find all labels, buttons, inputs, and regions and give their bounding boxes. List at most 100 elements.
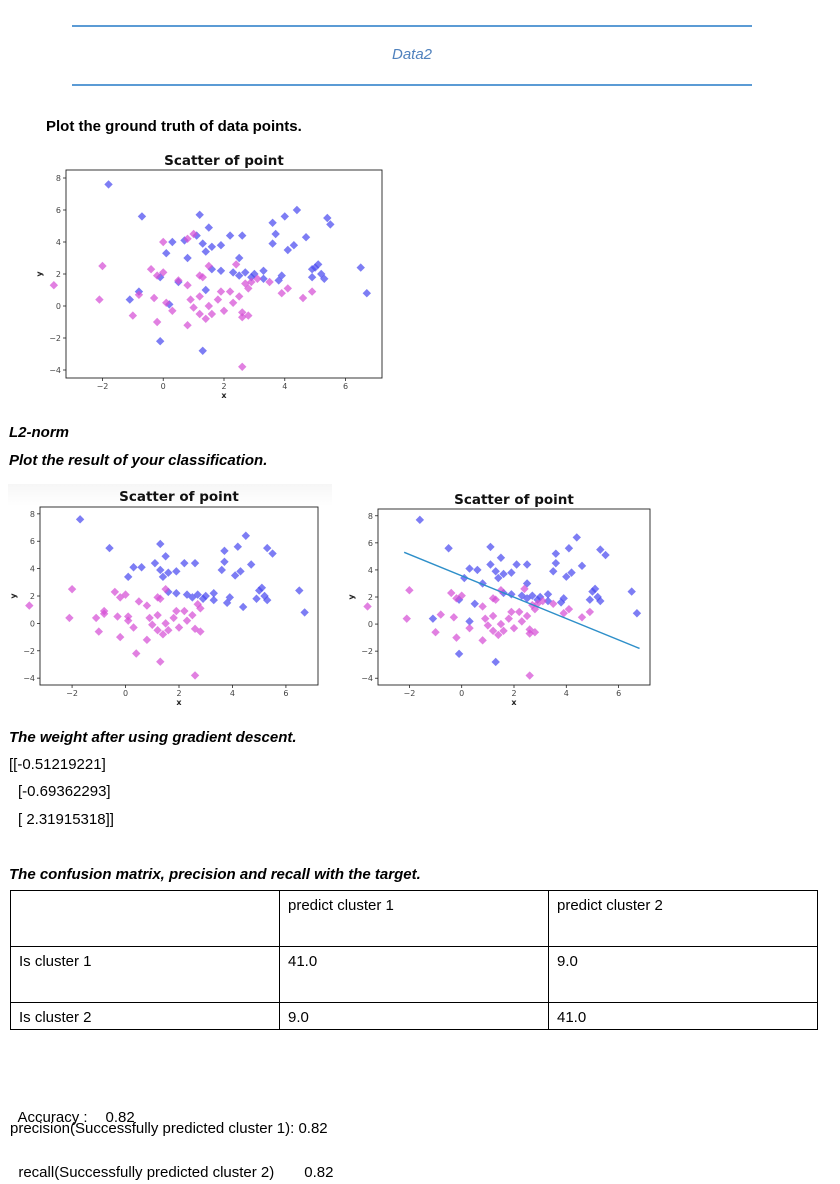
data-point: [189, 229, 198, 239]
data-point: [201, 314, 210, 323]
data-point: [478, 602, 487, 611]
data-point: [556, 598, 566, 607]
data-point: [129, 623, 138, 632]
data-point: [363, 602, 372, 611]
data-point: [496, 586, 506, 595]
data-point: [198, 239, 207, 248]
data-point: [525, 671, 534, 680]
data-point: [559, 609, 568, 618]
data-point: [590, 584, 600, 594]
data-point: [234, 292, 244, 301]
data-point: [596, 545, 605, 554]
recall-line: recall(Successfully predicted cluster 2)…: [10, 1147, 333, 1181]
confusion-heading: The confusion matrix, precision and reca…: [9, 866, 421, 883]
x-tick-label: −2: [66, 689, 78, 698]
data-point: [234, 253, 244, 263]
data-point: [190, 671, 200, 680]
data-point: [225, 593, 234, 602]
data-point: [195, 271, 204, 280]
data-point: [307, 273, 317, 282]
data-point: [491, 567, 500, 576]
data-point: [137, 212, 147, 221]
data-point: [238, 362, 247, 371]
data-point: [488, 594, 498, 603]
data-point: [263, 543, 272, 553]
data-point: [189, 303, 198, 312]
data-point: [457, 591, 466, 600]
chart-title: Scatter of point: [454, 492, 574, 508]
data-point: [168, 306, 177, 315]
data-point: [152, 317, 162, 327]
data-point: [481, 614, 490, 623]
data-point: [159, 268, 168, 277]
y-tick-label: −2: [361, 647, 373, 656]
data-point: [601, 550, 610, 560]
data-point: [104, 180, 113, 189]
data-point: [449, 613, 459, 622]
y-tick-label: 2: [56, 270, 61, 279]
data-point: [507, 590, 516, 599]
data-point: [551, 549, 561, 558]
data-point: [491, 657, 500, 667]
data-point: [156, 539, 165, 549]
x-tick-label: 6: [616, 689, 621, 698]
ground-truth-chart: Scatter of point −2 0 2 4 6 −4 −2 0 2 4 6 8 x y: [35, 153, 383, 400]
x-tick-label: 2: [511, 689, 516, 698]
data-point: [209, 589, 218, 598]
data-point: [307, 265, 317, 274]
data-point: [105, 543, 114, 553]
recall-value: 0.82: [304, 1164, 334, 1181]
data-point: [190, 558, 200, 568]
data-point: [152, 271, 162, 280]
data-point: [307, 287, 317, 296]
data-point: [98, 261, 107, 271]
data-point: [470, 599, 479, 608]
column-header-predict-cluster-1: predict cluster 1: [279, 890, 549, 947]
data-point: [204, 223, 214, 232]
recall-label: recall(Successfully predicted cluster 2): [18, 1164, 275, 1181]
data-point: [134, 290, 144, 299]
data-point: [447, 588, 456, 598]
data-point: [415, 515, 425, 525]
x-tick-label: 0: [161, 382, 166, 391]
data-point: [313, 260, 323, 269]
data-point: [274, 276, 283, 285]
y-tick-label: −4: [361, 674, 373, 683]
x-tick-label: −2: [97, 382, 109, 391]
data-point: [265, 277, 274, 287]
data-point: [225, 287, 235, 296]
data-point: [195, 210, 204, 219]
x-tick-label: 0: [123, 689, 128, 698]
decision-boundary-line: [403, 551, 640, 650]
x-tick-label: 4: [230, 689, 235, 698]
norm-label: L2-norm: [9, 424, 69, 441]
data-point: [95, 295, 104, 304]
chart-title: Scatter of point: [164, 153, 284, 169]
data-point: [25, 601, 34, 610]
data-point: [454, 649, 464, 659]
data-point: [572, 533, 581, 542]
data-point: [238, 602, 248, 612]
data-point: [145, 613, 154, 623]
data-point: [538, 596, 547, 606]
data-point: [129, 563, 138, 572]
data-point: [295, 586, 304, 595]
data-point: [207, 242, 217, 251]
data-point: [217, 565, 226, 575]
data-point: [585, 595, 595, 604]
data-point: [180, 558, 189, 568]
data-point: [504, 614, 513, 623]
data-point: [431, 628, 440, 637]
data-point: [148, 620, 157, 629]
data-point: [520, 584, 529, 594]
weight-line-3: [ 2.31915318]]: [18, 811, 114, 828]
x-tick-label: 6: [283, 689, 288, 698]
data-point: [153, 626, 162, 635]
data-point: [172, 567, 181, 576]
data-point: [259, 274, 268, 283]
data-point: [198, 594, 208, 603]
x-axis-label: x: [511, 698, 517, 707]
data-point: [201, 285, 210, 295]
data-point: [320, 274, 329, 283]
data-point: [283, 284, 293, 293]
